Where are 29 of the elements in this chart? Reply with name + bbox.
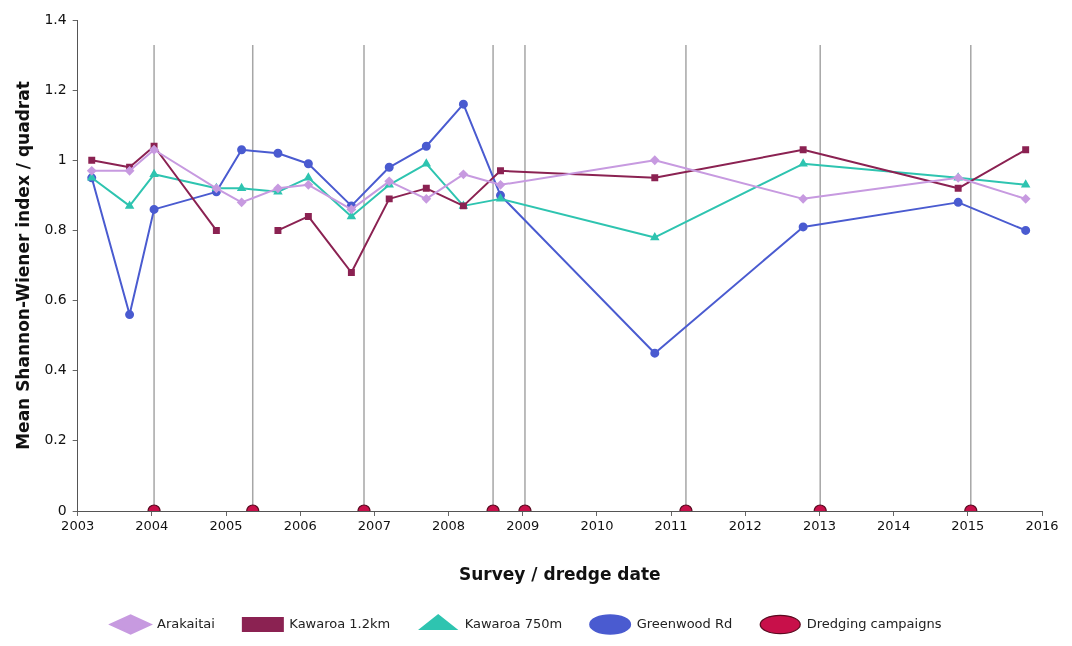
y-tick-label: 0 — [57, 501, 67, 518]
y-tick-label: 1 — [57, 150, 67, 167]
y-axis-title: Mean Shannon-Wiener index / quadrat — [12, 81, 33, 450]
legend-label: Kawaroa 1.2km — [289, 615, 391, 631]
x-tick-label: 2016 — [1025, 518, 1059, 534]
legend-label: Dredging campaigns — [806, 615, 942, 631]
x-tick-label: 2006 — [283, 518, 317, 534]
y-tick-label: 0.6 — [44, 291, 67, 308]
x-tick-label: 2014 — [877, 518, 911, 534]
x-tick-label: 2004 — [135, 518, 169, 534]
x-tick-label: 2009 — [506, 518, 540, 534]
x-tick-label: 2005 — [209, 518, 243, 534]
x-tick-label: 2010 — [580, 518, 614, 534]
x-tick-label: 2008 — [432, 518, 466, 534]
y-tick-label: 1.4 — [44, 10, 67, 27]
y-tick-label: 0.4 — [44, 361, 67, 378]
x-axis-title: Survey / dredge date — [459, 564, 661, 585]
legend-label: Arakaitai — [157, 615, 215, 631]
x-tick-label: 2011 — [654, 518, 688, 534]
x-tick-label: 2012 — [728, 518, 762, 534]
x-tick-label: 2015 — [951, 518, 985, 534]
x-tick-label: 2013 — [802, 518, 837, 534]
x-tick-label: 2003 — [61, 518, 95, 534]
y-tick-label: 0.2 — [44, 431, 67, 448]
legend-label: Greenwood Rd — [636, 615, 733, 631]
y-tick-label: 1.2 — [44, 80, 67, 97]
x-tick-label: 2007 — [357, 518, 391, 534]
y-tick-label: 0.8 — [44, 221, 67, 238]
legend-label: Kawaroa 750m — [464, 615, 563, 631]
